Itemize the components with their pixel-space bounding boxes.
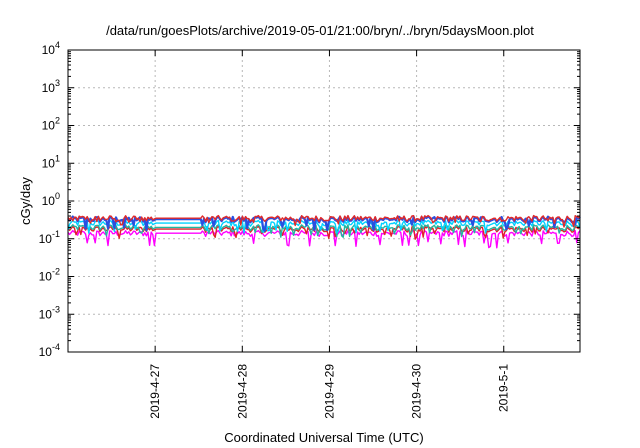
y-tick-label: 10-1 [39, 229, 60, 246]
series-line [67, 225, 581, 240]
y-tick-exponent: 2 [55, 116, 60, 126]
y-tick-label: 102 [42, 116, 60, 133]
y-tick-exponent: -1 [52, 229, 60, 239]
series-line [67, 219, 581, 234]
y-tick-base: 10 [42, 119, 56, 133]
x-tick-label: 2019-4-28 [235, 364, 249, 419]
y-tick-label: 104 [42, 40, 60, 57]
x-axis: 2019-4-27 2019-4-28 2019-4-29 2019-4-30 2019… [148, 50, 511, 419]
y-tick-label: 10-2 [39, 267, 60, 284]
y-tick-exponent: -2 [52, 267, 60, 277]
y-tick-label: 10-4 [39, 342, 60, 359]
y-tick-base: 10 [42, 81, 56, 95]
series-line [67, 215, 581, 233]
x-axis-label: Coordinated Universal Time (UTC) [224, 430, 423, 445]
y-tick-label: 101 [42, 153, 60, 170]
x-tick-label: 2019-4-30 [410, 364, 424, 419]
y-tick-exponent: -4 [52, 342, 60, 352]
y-tick-base: 10 [39, 307, 53, 321]
y-tick-base: 10 [42, 194, 56, 208]
grid [68, 50, 580, 352]
y-tick-base: 10 [42, 43, 56, 57]
y-axis-label: cGy/day [18, 177, 33, 225]
y-tick-label: 100 [42, 191, 60, 208]
y-tick-label: 103 [42, 78, 60, 95]
series-line [67, 224, 581, 239]
y-tick-base: 10 [42, 156, 56, 170]
y-tick-exponent: 4 [55, 40, 60, 50]
y-tick-base: 10 [39, 270, 53, 284]
y-tick-exponent: 3 [55, 78, 60, 88]
x-tick-label: 2019-4-27 [148, 364, 162, 419]
y-tick-base: 10 [39, 345, 53, 359]
y-tick-exponent: 1 [55, 153, 60, 163]
series-group [67, 214, 581, 249]
x-tick-label: 2019-5-1 [497, 364, 511, 412]
y-tick-exponent: -3 [52, 304, 60, 314]
y-tick-label: 10-3 [39, 304, 60, 321]
y-tick-base: 10 [39, 232, 53, 246]
chart-title: /data/run/goesPlots/archive/2019-05-01/2… [106, 23, 534, 38]
x-tick-label: 2019-4-29 [322, 364, 336, 419]
series-line [67, 214, 581, 228]
y-tick-exponent: 0 [55, 191, 60, 201]
series-line [67, 229, 581, 249]
